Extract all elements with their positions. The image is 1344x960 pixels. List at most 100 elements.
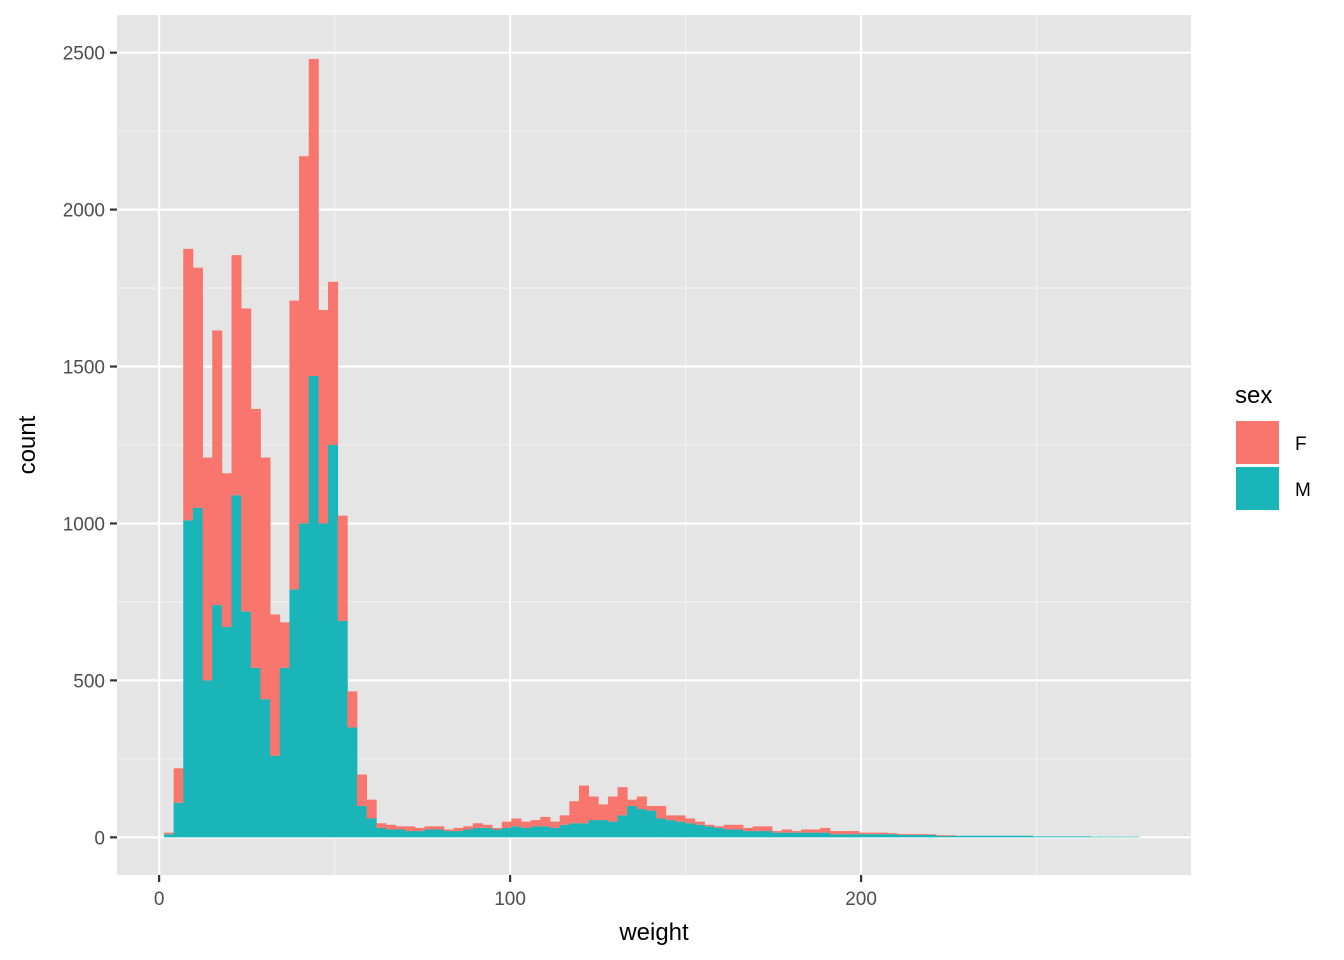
bar-m [839,834,850,838]
bar-f [424,826,435,830]
bar-m [1022,835,1034,838]
bar-m [308,375,319,838]
bar-f [356,774,368,806]
bar-m [1090,836,1101,838]
bar-m [1003,835,1014,838]
bar-m [1129,836,1140,838]
y-tick-label: 2500 [63,44,105,65]
bar-m [192,507,203,838]
bar-m [385,829,396,838]
bar-f [800,829,812,833]
bar-f [183,248,194,521]
bar-m [395,829,406,838]
bar-f [685,818,696,824]
bar-f [887,833,898,835]
bar-f [395,826,406,830]
bar-f [868,832,879,835]
bar-f [202,457,213,681]
bar-f [241,308,252,612]
bar-f [279,622,290,668]
bar-f [907,833,918,835]
bar-f [878,832,889,835]
bar-m [1119,836,1130,838]
bar-f [839,831,850,835]
bar-m [366,818,377,838]
bar-m [878,834,889,838]
bar-m [714,827,725,838]
bar-f [405,826,416,832]
bar-f [521,821,532,828]
bar-m [810,832,821,838]
bar-m [472,827,483,838]
bar-m [994,835,1005,838]
bar-f [250,408,261,668]
bar-f [173,768,184,803]
bar-m [250,667,261,838]
bar-m [665,820,676,838]
bar-f [434,826,445,830]
bar-f [231,255,242,496]
y-axis-title: count [14,415,41,474]
bar-m [1061,836,1072,838]
bar-m [405,831,416,838]
bar-f [308,58,319,376]
bar-f [820,827,831,833]
bar-m [463,829,474,838]
bar-f [376,823,387,828]
bar-f [694,821,705,825]
y-tick-label: 500 [73,671,105,692]
x-axis-title: weight [618,919,689,946]
bar-m [907,834,918,838]
x-axis-ticks: 0 100 200 [154,875,877,910]
bar-m [646,810,657,838]
bar-f [463,826,474,830]
bar-m [858,834,869,838]
bar-f [192,267,203,508]
bar-m [752,831,763,838]
bar-m [685,823,696,838]
bar-m [887,834,898,838]
bar-f [212,330,223,606]
bar-m [704,826,715,838]
bar-f [299,156,310,524]
bar-f [260,457,271,700]
bar-m [202,680,213,838]
bar-f [772,831,783,833]
bar-f [936,835,947,836]
bar-f [810,829,821,833]
bar-m [1013,835,1024,838]
bar-f [482,824,493,828]
legend: sex F M [1235,382,1311,510]
bar-f [318,310,329,524]
bar-m [376,827,387,838]
bar-m [453,831,464,838]
bar-f [916,833,927,835]
bar-m [328,445,339,838]
bar-m [868,834,879,838]
x-tick-label: 0 [154,889,165,910]
bar-f [414,827,425,832]
bar-m [607,821,618,838]
bar-m [492,829,503,838]
bar-m [1032,836,1043,838]
legend-label-m: M [1295,480,1311,501]
bar-f [858,832,869,835]
bar-f [704,824,715,827]
bar-m [318,523,329,838]
bar-m [627,805,638,838]
bar-m [183,520,194,838]
bar-m [260,699,271,838]
bar-f [569,801,580,824]
histogram-bars [163,58,1140,838]
bar-f [328,281,339,445]
bar-f [945,835,956,836]
bar-m [800,832,812,838]
bar-f [665,815,676,821]
bar-m [521,827,532,838]
bar-m [916,834,927,838]
bar-m [241,611,252,838]
bar-m [743,831,754,838]
x-tick-label: 200 [845,889,877,910]
bar-f [646,805,657,811]
